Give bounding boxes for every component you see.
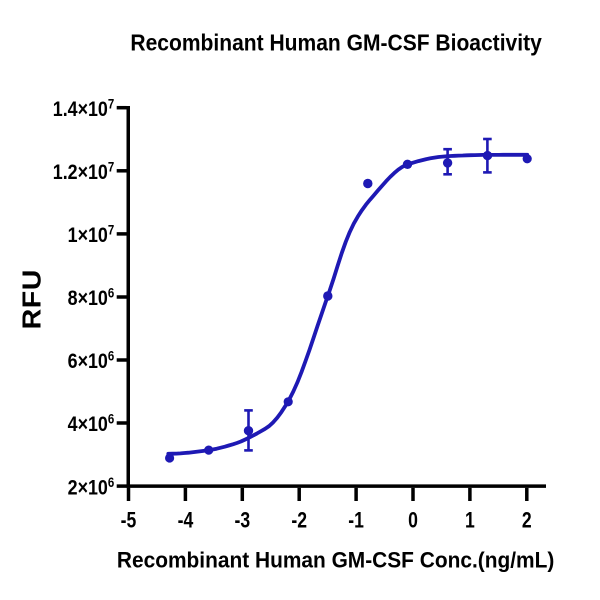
svg-text:-3: -3: [234, 509, 250, 533]
svg-text:2: 2: [522, 509, 532, 533]
svg-text:6×106: 6×106: [68, 349, 115, 374]
svg-text:-1: -1: [348, 509, 364, 533]
svg-text:2×106: 2×106: [68, 475, 115, 500]
svg-text:-5: -5: [121, 509, 137, 533]
svg-text:1.2×107: 1.2×107: [53, 160, 114, 185]
svg-text:1.4×107: 1.4×107: [53, 96, 114, 121]
svg-text:Recombinant Human GM-CSF Conc.: Recombinant Human GM-CSF Conc.(ng/mL): [117, 547, 554, 573]
svg-text:-2: -2: [291, 509, 307, 533]
svg-text:1×107: 1×107: [68, 223, 115, 248]
svg-text:1: 1: [465, 509, 475, 533]
svg-text:RFU: RFU: [17, 269, 46, 329]
svg-text:-4: -4: [178, 509, 194, 533]
svg-text:4×106: 4×106: [68, 412, 115, 437]
svg-text:0: 0: [408, 509, 418, 533]
svg-text:8×106: 8×106: [68, 286, 115, 311]
svg-text:Recombinant Human GM-CSF Bioac: Recombinant Human GM-CSF Bioactivity: [130, 29, 542, 55]
